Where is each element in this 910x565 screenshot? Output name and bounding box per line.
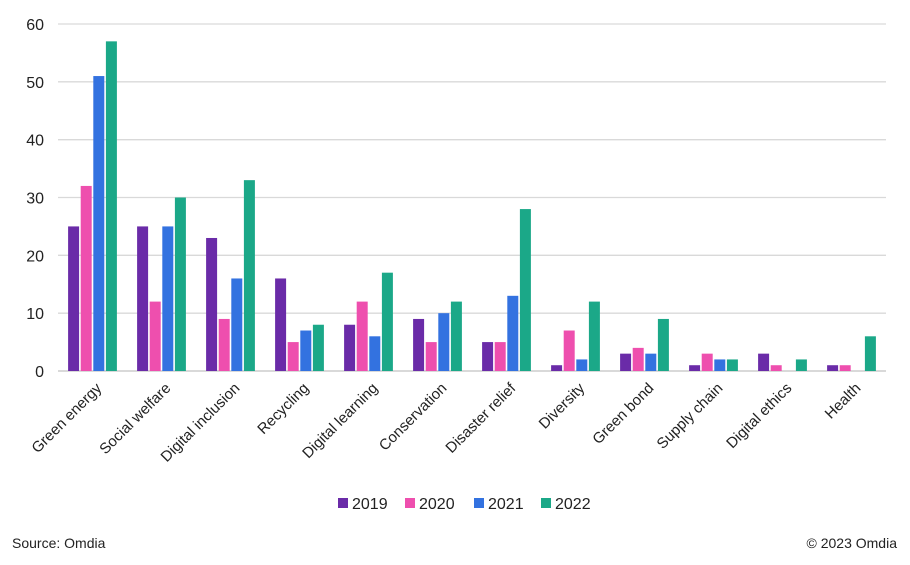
bar-2019 bbox=[551, 365, 563, 371]
legend-swatch bbox=[541, 498, 551, 508]
bar-2019 bbox=[758, 353, 770, 371]
y-tick-label: 60 bbox=[26, 17, 44, 34]
bar-2022 bbox=[381, 272, 393, 371]
x-tick-label: Disaster relief bbox=[442, 379, 519, 456]
y-tick-label: 10 bbox=[26, 306, 44, 323]
legend-label: 2020 bbox=[419, 496, 455, 513]
bar-2020 bbox=[287, 342, 299, 371]
legend-label: 2021 bbox=[488, 496, 524, 513]
bar-2019 bbox=[137, 226, 149, 371]
legend-item: 2020 bbox=[405, 496, 455, 513]
bar-2019 bbox=[413, 318, 425, 371]
bar-2022 bbox=[450, 301, 462, 371]
legend-item: 2022 bbox=[541, 496, 591, 513]
copyright-note: © 2023 Omdia bbox=[806, 535, 897, 551]
bar-2022 bbox=[726, 359, 738, 371]
bar-2021 bbox=[438, 313, 450, 371]
bar-2019 bbox=[275, 278, 287, 371]
bar-2022 bbox=[243, 180, 255, 371]
bar-2022 bbox=[657, 318, 669, 371]
bar-2022 bbox=[795, 359, 807, 371]
bar-2019 bbox=[620, 353, 632, 371]
x-tick-label: Health bbox=[822, 380, 865, 423]
bar-2020 bbox=[563, 330, 575, 371]
legend-label: 2019 bbox=[352, 496, 388, 513]
bar-2021 bbox=[162, 226, 174, 371]
y-tick-label: 30 bbox=[26, 191, 44, 208]
bar-2021 bbox=[507, 295, 519, 371]
x-tick-label: Social welfare bbox=[96, 380, 174, 458]
y-tick-label: 20 bbox=[26, 248, 44, 265]
bar-2020 bbox=[425, 342, 437, 371]
bar-2021 bbox=[369, 336, 381, 371]
bar-2020 bbox=[218, 318, 230, 371]
bar-2022 bbox=[105, 41, 117, 371]
bar-2021 bbox=[300, 330, 312, 371]
legend-swatch bbox=[405, 498, 415, 508]
bar-2022 bbox=[312, 324, 324, 371]
bar-2020 bbox=[770, 365, 782, 371]
bar-2020 bbox=[356, 301, 368, 371]
bar-2020 bbox=[494, 342, 506, 371]
bar-2021 bbox=[714, 359, 726, 371]
x-tick-label: Green bond bbox=[589, 380, 657, 448]
y-tick-label: 50 bbox=[26, 75, 44, 92]
legend-label: 2022 bbox=[555, 496, 591, 513]
bar-2020 bbox=[632, 347, 644, 371]
y-tick-label: 40 bbox=[26, 133, 44, 150]
source-note: Source: Omdia bbox=[12, 535, 106, 551]
bar-2021 bbox=[645, 353, 657, 371]
bar-2019 bbox=[344, 324, 356, 371]
x-tick-label: Conservation bbox=[376, 380, 451, 455]
bar-2021 bbox=[93, 76, 105, 372]
y-tick-label: 0 bbox=[35, 364, 44, 381]
x-tick-label: Green energy bbox=[28, 379, 105, 456]
bar-2019 bbox=[206, 237, 218, 371]
x-tick-label: Diversity bbox=[536, 379, 589, 432]
bar-2020 bbox=[149, 301, 161, 371]
bar-2020 bbox=[80, 185, 92, 371]
bar-2022 bbox=[588, 301, 600, 371]
bar-2021 bbox=[576, 359, 588, 371]
x-tick-label: Digital ethics bbox=[723, 380, 795, 452]
bar-2019 bbox=[827, 365, 839, 371]
bar-2019 bbox=[689, 365, 701, 371]
bar-2020 bbox=[839, 365, 851, 371]
bar-2019 bbox=[68, 226, 80, 371]
legend-swatch bbox=[474, 498, 484, 508]
bar-2021 bbox=[231, 278, 243, 371]
legend-item: 2021 bbox=[474, 496, 524, 513]
bar-2022 bbox=[174, 197, 186, 371]
legend-swatch bbox=[338, 498, 348, 508]
bar-2020 bbox=[701, 353, 713, 371]
legend-item: 2019 bbox=[338, 496, 388, 513]
bar-2019 bbox=[482, 342, 494, 371]
bar-2022 bbox=[864, 336, 876, 371]
x-tick-label: Recycling bbox=[254, 380, 312, 438]
x-tick-label: Supply chain bbox=[654, 380, 727, 453]
bar-2022 bbox=[519, 209, 531, 371]
